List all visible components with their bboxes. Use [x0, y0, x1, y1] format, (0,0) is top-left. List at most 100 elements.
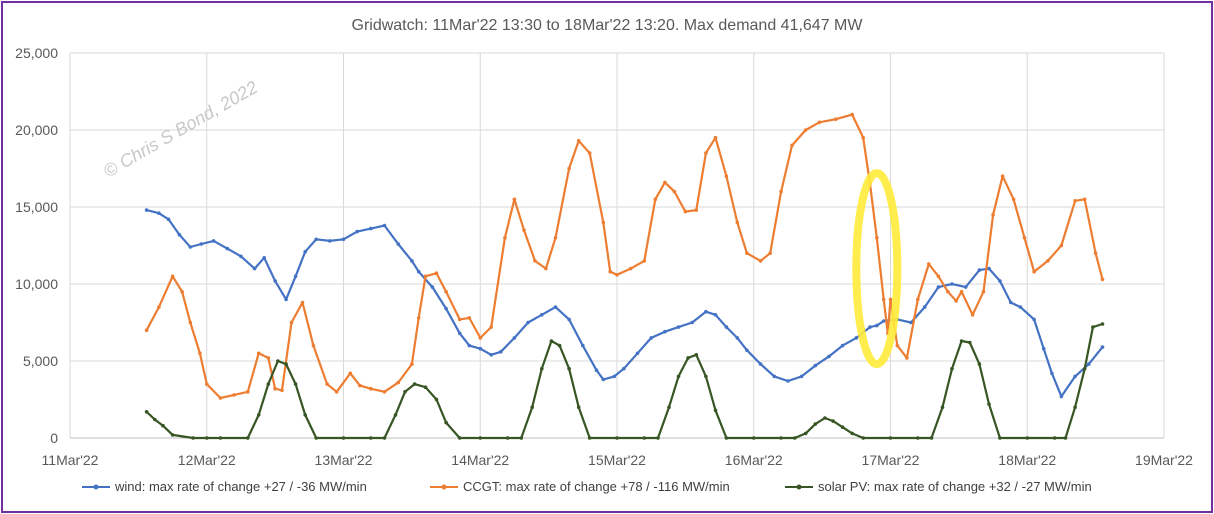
data-point [950, 282, 954, 286]
data-point [929, 436, 934, 440]
data-point [503, 236, 507, 240]
data-point [1093, 251, 1098, 255]
legend-marker-2 [796, 484, 802, 490]
data-point [813, 363, 818, 368]
data-point [834, 117, 838, 121]
data-point [813, 422, 818, 426]
data-point [840, 425, 845, 430]
data-point [188, 320, 193, 325]
data-point [817, 120, 822, 125]
data-point [576, 139, 581, 143]
data-point [423, 385, 428, 390]
data-point [1009, 300, 1013, 305]
data-point [861, 436, 865, 440]
data-point [594, 368, 599, 373]
series-lines [144, 112, 1105, 440]
data-point [1059, 243, 1064, 248]
data-point [690, 320, 694, 325]
data-point [752, 436, 756, 440]
data-point [369, 436, 373, 440]
data-point [334, 390, 339, 394]
data-point [1059, 394, 1064, 399]
legend-marker-1 [441, 484, 447, 490]
data-point [576, 405, 581, 410]
data-point [686, 356, 690, 360]
data-point [276, 359, 280, 363]
series-line-0 [146, 209, 1104, 398]
data-point [991, 212, 995, 217]
data-point [745, 348, 749, 353]
data-point [549, 339, 554, 343]
data-point [672, 189, 677, 194]
data-point [612, 374, 617, 379]
legend-label-0: wind: max rate of change +27 / -36 MW/mi… [114, 479, 367, 494]
data-point [1000, 174, 1005, 178]
data-point [1050, 371, 1054, 376]
data-point [694, 353, 699, 357]
data-point [827, 354, 831, 359]
data-point [284, 297, 288, 302]
data-point [444, 306, 448, 311]
x-tick-label: 14Mar'22 [451, 452, 509, 468]
highlight-loop [852, 169, 902, 369]
x-tick-label: 11Mar'22 [42, 452, 99, 468]
data-point [457, 436, 462, 440]
data-point [977, 268, 982, 272]
y-tick-label: 25,000 [15, 45, 58, 61]
data-point [348, 371, 353, 376]
data-point [1052, 436, 1057, 440]
data-point [642, 259, 647, 263]
data-point [300, 300, 305, 305]
data-point [683, 209, 688, 214]
data-point [526, 320, 530, 325]
legend-marker-0 [93, 484, 99, 490]
data-point [188, 245, 193, 249]
data-point [758, 259, 763, 263]
data-point [544, 266, 548, 271]
data-point [1091, 325, 1095, 329]
data-point [205, 382, 209, 386]
data-point [557, 343, 562, 348]
data-point [940, 405, 945, 410]
data-point [170, 433, 175, 437]
data-point [803, 128, 808, 132]
data-point [615, 436, 619, 440]
data-point [1073, 199, 1077, 203]
data-point [1100, 322, 1105, 326]
data-point [246, 436, 250, 440]
data-point [1018, 305, 1023, 309]
data-point [211, 239, 216, 243]
data-point [478, 346, 483, 351]
data-point [410, 362, 414, 366]
data-point [1032, 317, 1036, 322]
data-point [144, 410, 149, 414]
data-point [553, 236, 558, 240]
data-point [881, 297, 886, 302]
data-point [779, 189, 783, 194]
data-point [772, 374, 777, 379]
data-point [861, 135, 865, 140]
data-point [786, 379, 790, 383]
data-point [314, 237, 319, 242]
data-point [434, 271, 439, 276]
data-point [735, 336, 740, 340]
data-point [553, 305, 558, 309]
data-point [724, 436, 729, 440]
data-point [205, 436, 209, 440]
x-tick-label: 19Mar'22 [1135, 452, 1193, 468]
x-tick-label: 15Mar'22 [588, 452, 646, 468]
data-point [1011, 197, 1016, 202]
data-point [704, 374, 708, 379]
data-point [369, 226, 373, 231]
series-line-1 [145, 113, 1104, 400]
data-point [888, 436, 893, 440]
y-axis: 0 5,000 10,000 15,000 20,000 25,000 [15, 45, 58, 446]
y-tick-label: 0 [50, 430, 58, 446]
data-point [505, 436, 510, 440]
data-point [457, 331, 462, 336]
data-point [293, 382, 298, 386]
data-point [713, 408, 718, 413]
data-point [1100, 277, 1105, 282]
data-point [144, 328, 149, 333]
data-point [489, 325, 494, 329]
